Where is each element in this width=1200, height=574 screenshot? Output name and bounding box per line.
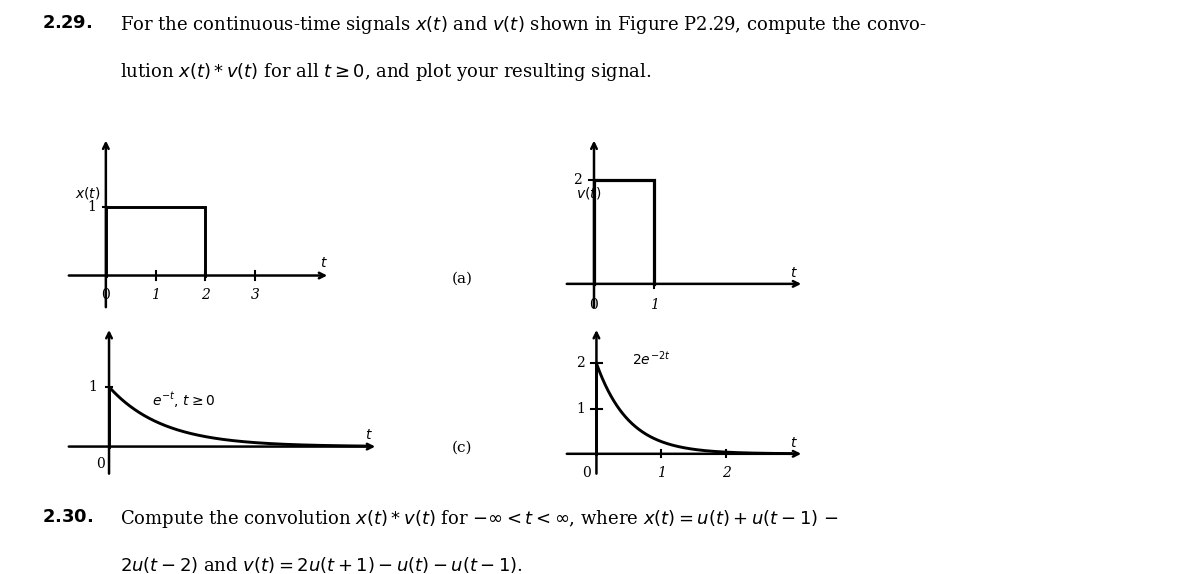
Text: $e^{-t},\,t\geq 0$: $e^{-t},\,t\geq 0$ (152, 390, 215, 410)
Text: 1: 1 (649, 298, 659, 312)
Text: 0: 0 (96, 457, 106, 471)
Text: 2: 2 (721, 467, 731, 480)
Text: $v(t)$: $v(t)$ (576, 185, 601, 201)
Text: Compute the convolution $x(t)*v(t)$ for $-\infty < t < \infty$, where $x(t) = u(: Compute the convolution $x(t)*v(t)$ for … (120, 508, 839, 530)
Text: $\mathbf{2.29.}$: $\mathbf{2.29.}$ (42, 14, 92, 32)
Text: 1: 1 (89, 380, 97, 394)
Text: $t$: $t$ (790, 266, 798, 280)
Text: $t$: $t$ (365, 428, 373, 442)
Text: $2e^{-2t}$: $2e^{-2t}$ (632, 350, 671, 368)
Text: $\mathbf{2.30.}$: $\mathbf{2.30.}$ (42, 508, 94, 526)
Text: $2u(t-2)$ and $v(t) = 2u(t+1) - u(t) - u(t-1)$.: $2u(t-2)$ and $v(t) = 2u(t+1) - u(t) - u… (120, 555, 523, 574)
Text: 1: 1 (88, 200, 96, 214)
Text: 2: 2 (574, 173, 582, 187)
Text: 3: 3 (251, 288, 259, 302)
Text: 2: 2 (202, 288, 210, 302)
Text: (a): (a) (451, 272, 473, 285)
Text: lution $x(t)*v(t)$ for all $t \geq 0$, and plot your resulting signal.: lution $x(t)*v(t)$ for all $t \geq 0$, a… (120, 61, 652, 83)
Text: 0: 0 (102, 288, 110, 302)
Text: For the continuous-time signals $x(t)$ and $v(t)$ shown in Figure P2.29, compute: For the continuous-time signals $x(t)$ a… (120, 14, 928, 36)
Text: $x(t)$: $x(t)$ (76, 185, 101, 201)
Text: 1: 1 (656, 467, 666, 480)
Text: (c): (c) (451, 441, 473, 455)
Text: 2: 2 (576, 356, 584, 370)
Text: 0: 0 (589, 298, 599, 312)
Text: $t$: $t$ (790, 436, 798, 450)
Text: 1: 1 (151, 288, 160, 302)
Text: 0: 0 (582, 467, 592, 480)
Text: 1: 1 (576, 402, 584, 416)
Text: $t$: $t$ (319, 256, 328, 270)
